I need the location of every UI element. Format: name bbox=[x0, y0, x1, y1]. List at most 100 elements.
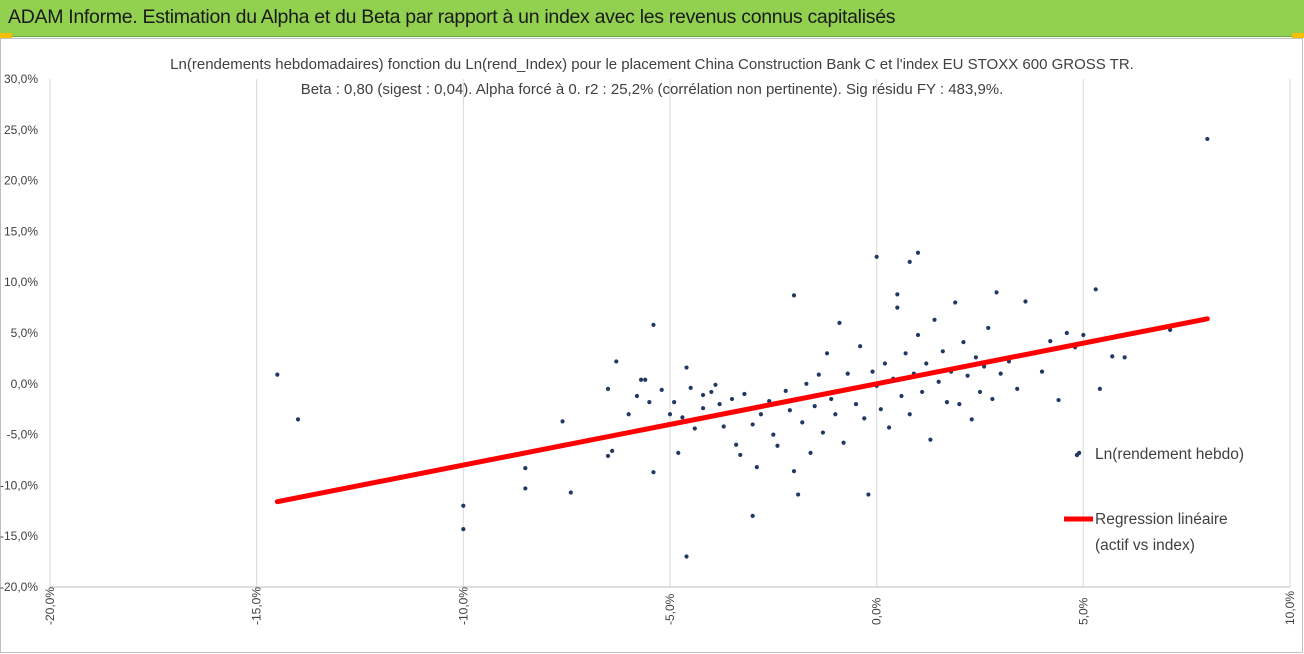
chart-frame bbox=[0, 38, 1303, 653]
scatter-point bbox=[940, 349, 945, 354]
scatter-point bbox=[965, 373, 970, 378]
scatter-point bbox=[800, 420, 805, 425]
scatter-point bbox=[907, 412, 912, 417]
scatter-point bbox=[614, 359, 619, 364]
scatter-point bbox=[998, 371, 1003, 376]
scatter-point bbox=[796, 492, 801, 497]
x-tick-label: -10,0% bbox=[456, 587, 470, 625]
scatter-point bbox=[944, 399, 950, 405]
scatter-point bbox=[853, 402, 859, 407]
scatter-point bbox=[1097, 386, 1102, 391]
scatter-point bbox=[866, 492, 871, 497]
scatter-point bbox=[275, 372, 280, 377]
scatter-point bbox=[1015, 386, 1020, 391]
scatter-point bbox=[684, 554, 689, 559]
scatter-point bbox=[915, 250, 921, 255]
scatter-point bbox=[961, 340, 966, 345]
regression-line bbox=[274, 316, 1210, 505]
scatter-point bbox=[874, 254, 879, 259]
scatter-point bbox=[605, 386, 611, 391]
scatter-point bbox=[969, 417, 974, 422]
x-tick-label: 10,0% bbox=[1283, 591, 1297, 625]
scatter-point bbox=[676, 450, 681, 455]
y-tick-label: 0,0% bbox=[11, 377, 39, 391]
scatter-point bbox=[461, 503, 466, 508]
scatter-point bbox=[783, 388, 788, 394]
scatter-point bbox=[750, 513, 755, 518]
scatter-point bbox=[1039, 369, 1045, 374]
scatter-point bbox=[742, 391, 747, 397]
scatter-point bbox=[672, 399, 677, 405]
x-tick-label: -5,0% bbox=[663, 593, 677, 625]
scatter-point bbox=[709, 389, 714, 395]
banner-corner-left bbox=[0, 33, 12, 38]
scatter-point bbox=[837, 320, 842, 325]
scatter-point bbox=[1081, 332, 1086, 338]
scatter-point bbox=[928, 437, 933, 442]
scatter-point bbox=[568, 490, 573, 495]
scatter-point bbox=[870, 369, 875, 374]
scatter-point bbox=[862, 416, 867, 421]
scatter-point bbox=[915, 332, 921, 338]
x-tick-label: -15,0% bbox=[250, 587, 264, 625]
scatter-point bbox=[692, 426, 697, 431]
scatter-point bbox=[994, 290, 999, 295]
y-tick-label: -5,0% bbox=[7, 428, 39, 442]
scatter-point bbox=[886, 425, 892, 430]
scatter-point bbox=[610, 448, 615, 453]
report-title: ADAM Informe. Estimation du Alpha et du … bbox=[8, 6, 896, 28]
scatter-point bbox=[651, 322, 656, 327]
scatter-point bbox=[845, 371, 850, 376]
y-tick-label: -10,0% bbox=[0, 478, 38, 492]
scatter-point bbox=[700, 392, 706, 398]
scatter-point bbox=[643, 377, 648, 382]
scatter-point bbox=[957, 402, 962, 407]
scatter-point bbox=[684, 365, 689, 370]
scatter-point bbox=[775, 443, 780, 448]
scatter-point bbox=[808, 450, 813, 455]
y-tick-label: -15,0% bbox=[0, 529, 38, 543]
scatter-point bbox=[895, 305, 900, 310]
scatter-point bbox=[824, 351, 830, 356]
y-tick-label: 20,0% bbox=[4, 174, 38, 188]
y-tick-label: 10,0% bbox=[4, 275, 38, 289]
scatter-point bbox=[667, 412, 673, 417]
legend-label-scatter: Ln(rendement hebdo) bbox=[1095, 446, 1245, 463]
scatter-point bbox=[659, 387, 664, 392]
scatter-point bbox=[1205, 136, 1210, 142]
scatter-point bbox=[816, 372, 821, 377]
scatter-point bbox=[820, 430, 826, 435]
y-tick-label: 15,0% bbox=[4, 224, 38, 238]
x-tick-label: 0,0% bbox=[870, 597, 884, 625]
scatter-point bbox=[1122, 355, 1127, 360]
scatter-point bbox=[738, 452, 743, 458]
scatter-point bbox=[920, 389, 925, 395]
scatter-point bbox=[721, 424, 726, 429]
scatter-point bbox=[713, 382, 718, 387]
scatter-point bbox=[1168, 327, 1173, 333]
scatter-point bbox=[767, 398, 772, 404]
scatter-point bbox=[990, 396, 995, 402]
y-tick-label: -20,0% bbox=[0, 580, 38, 594]
scatter-point bbox=[523, 486, 528, 491]
scatter-point bbox=[605, 453, 611, 459]
scatter-point bbox=[899, 393, 904, 399]
legend-marker-scatter bbox=[1074, 452, 1080, 458]
y-tick-label: 30,0% bbox=[4, 72, 38, 86]
scatter-point bbox=[295, 417, 301, 422]
scatter-point bbox=[758, 412, 764, 417]
report-banner: ADAM Informe. Estimation du Alpha et du … bbox=[0, 0, 1304, 38]
scatter-point bbox=[771, 432, 776, 437]
scatter-point bbox=[1048, 339, 1053, 344]
scatter-point bbox=[973, 355, 978, 360]
scatter-point bbox=[791, 469, 797, 474]
scatter-point bbox=[1023, 299, 1028, 304]
scatter-point bbox=[750, 422, 755, 427]
scatter-point bbox=[977, 389, 983, 395]
scatter-point bbox=[729, 396, 735, 402]
scatter-point bbox=[878, 407, 883, 412]
scatter-point bbox=[1056, 397, 1061, 403]
scatter-point bbox=[895, 292, 900, 297]
scatter-point bbox=[523, 466, 528, 471]
